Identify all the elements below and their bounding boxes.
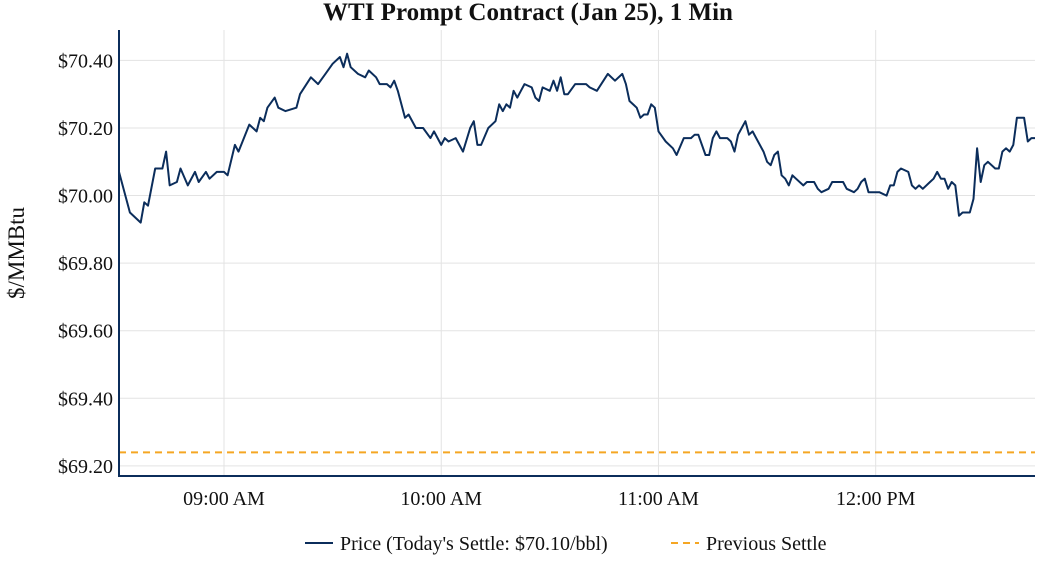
y-tick-label: $70.20 [58, 118, 113, 140]
y-tick-label: $69.60 [58, 321, 113, 343]
y-tick-label: $69.80 [58, 253, 113, 275]
series-layer [118, 52, 1035, 454]
y-tick-label: $70.00 [58, 186, 113, 208]
legend: Price (Today's Settle: $70.10/bbl) Previ… [305, 533, 827, 555]
grid [119, 30, 1035, 476]
chart-title: WTI Prompt Contract (Jan 25), 1 Min [323, 0, 733, 26]
y-tick-label: $70.40 [58, 50, 113, 72]
y-axis-label: $/MMBtu [4, 206, 29, 299]
price-line [118, 52, 1035, 224]
y-tick-label: $69.40 [58, 388, 113, 410]
legend-label-price: Price (Today's Settle: $70.10/bbl) [340, 533, 608, 555]
x-tick-label: 12:00 PM [836, 488, 916, 510]
x-tick-label: 11:00 AM [618, 488, 699, 510]
x-tick-label: 10:00 AM [400, 488, 482, 510]
axes: $69.20 $69.40 $69.60 $69.80 $70.00 $70.20 $70.… [58, 30, 1035, 510]
y-tick-label: $69.20 [58, 456, 113, 478]
legend-label-previous-settle: Previous Settle [706, 533, 827, 555]
x-tick-label: 09:00 AM [183, 488, 265, 510]
